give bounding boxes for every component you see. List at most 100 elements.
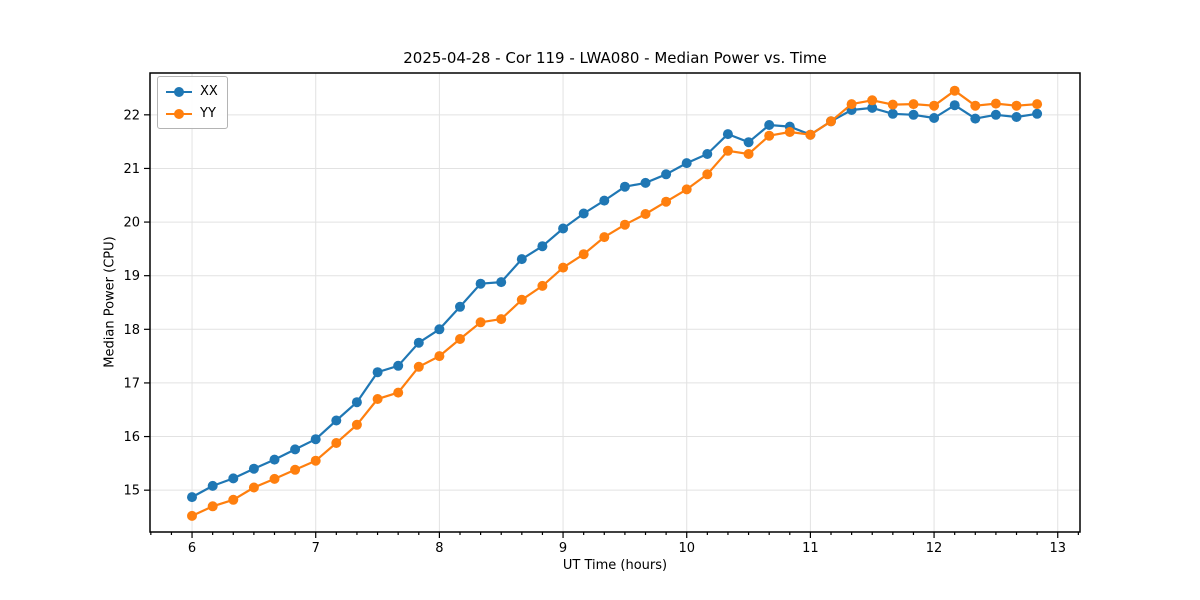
chart-title: 2025-04-28 - Cor 119 - LWA080 - Median P… (403, 49, 827, 67)
data-point-marker (475, 317, 486, 328)
data-point-marker (331, 415, 342, 426)
axis-ticks (144, 114, 1079, 538)
data-point-marker (372, 367, 383, 378)
data-point-marker (1011, 112, 1022, 122)
data-point-marker (578, 249, 589, 260)
data-point-marker (207, 480, 218, 491)
line-marker-icon (166, 86, 192, 97)
data-point-marker (990, 98, 1001, 109)
data-point-marker (1011, 100, 1022, 111)
data-point-marker (558, 262, 569, 273)
data-point-marker (929, 100, 940, 111)
x-tick-label: 6 (188, 541, 196, 556)
data-point-marker (537, 280, 548, 291)
data-point-marker (269, 473, 280, 484)
data-point-marker (722, 145, 733, 156)
legend-label-yy: YY (200, 106, 216, 121)
data-point-marker (1032, 108, 1043, 119)
data-point-marker (393, 387, 404, 398)
data-point-marker (640, 209, 651, 219)
data-point-marker (908, 99, 919, 110)
data-point-marker (929, 113, 940, 123)
data-point-marker (784, 127, 795, 137)
data-point-marker (722, 129, 733, 140)
x-axis-label: UT Time (hours) (562, 558, 668, 573)
data-point-marker (743, 149, 754, 159)
data-point-marker (455, 334, 465, 344)
data-point-marker (228, 494, 239, 505)
data-point-marker (970, 113, 981, 124)
data-point-marker (207, 501, 218, 512)
x-tick-label: 7 (312, 541, 320, 556)
data-point-marker (764, 130, 775, 141)
data-point-marker (661, 196, 672, 207)
data-point-marker (578, 208, 589, 219)
data-point-marker (702, 149, 713, 159)
data-point-marker (619, 181, 630, 192)
legend: XX YY (157, 76, 228, 129)
data-point-marker (908, 109, 919, 120)
axes-spines (149, 72, 1081, 533)
data-point-marker (970, 100, 981, 111)
x-tick-label: 9 (559, 541, 567, 556)
data-point-marker (764, 120, 775, 130)
data-point-marker (681, 158, 692, 169)
data-point-marker (516, 294, 527, 305)
data-point-marker (351, 397, 362, 408)
data-point-marker (867, 95, 878, 106)
tick-labels: 6 7 8 9 10 11 12 13 15 16 17 18 19 20 21 22 (123, 108, 1066, 556)
data-point-marker (228, 473, 239, 484)
data-point-marker (826, 116, 836, 127)
data-point-marker (413, 337, 424, 348)
data-point-marker (372, 394, 383, 404)
x-tick-label: 10 (678, 541, 695, 556)
data-point-marker (434, 351, 445, 362)
y-tick-label: 19 (123, 269, 140, 284)
line-marker-icon (166, 108, 192, 119)
data-point-marker (681, 184, 692, 195)
data-point-marker (455, 301, 465, 312)
x-tick-label: 13 (1049, 541, 1066, 556)
legend-item-xx: XX (165, 82, 218, 101)
series-yy-markers (187, 85, 1043, 521)
data-point-marker (496, 277, 507, 288)
data-point-marker (867, 102, 878, 113)
data-point-marker (496, 314, 507, 325)
data-point-marker (310, 455, 321, 466)
series-yy-line (190, 89, 1039, 518)
data-point-marker (290, 464, 301, 475)
data-point-marker (537, 241, 548, 252)
data-point-marker (310, 434, 321, 445)
data-point-marker (949, 100, 960, 111)
data-point-marker (846, 99, 857, 110)
data-point-marker (248, 482, 259, 493)
x-tick-label: 8 (435, 541, 443, 556)
data-point-marker (805, 129, 816, 140)
data-point-marker (949, 85, 960, 96)
data-point-marker (290, 444, 301, 455)
y-tick-label: 22 (123, 108, 140, 123)
data-point-marker (743, 137, 754, 148)
y-tick-label: 20 (123, 216, 140, 231)
data-point-marker (475, 278, 486, 289)
data-point-marker (640, 177, 651, 188)
data-point-marker (702, 169, 713, 180)
x-tick-label: 12 (926, 541, 943, 556)
data-point-marker (558, 223, 569, 234)
data-point-marker (887, 99, 898, 110)
data-point-marker (187, 492, 197, 503)
legend-label-xx: XX (200, 84, 218, 99)
data-point-marker (434, 324, 445, 335)
data-point-marker (413, 361, 424, 372)
data-point-marker (619, 219, 630, 230)
data-point-marker (1032, 99, 1043, 110)
data-point-marker (187, 510, 197, 521)
y-tick-label: 21 (123, 162, 140, 177)
y-tick-label: 18 (123, 323, 140, 338)
y-tick-label: 17 (123, 376, 140, 391)
data-point-marker (248, 463, 259, 474)
data-point-marker (599, 195, 610, 206)
data-point-marker (990, 109, 1001, 120)
